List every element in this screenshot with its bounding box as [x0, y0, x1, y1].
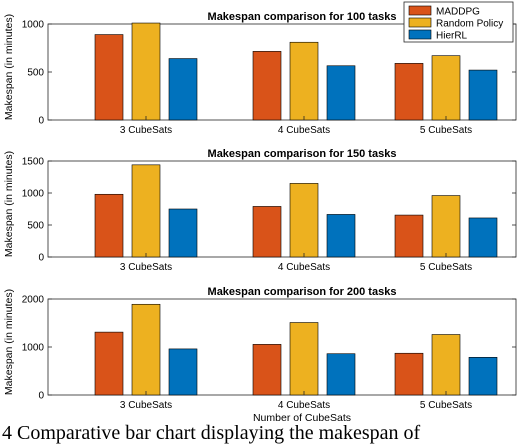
- y-axis-label: Makespan (in minutes): [3, 151, 15, 257]
- x-tick-label: 4 CubeSats: [278, 400, 330, 411]
- bar-random-policy: [289, 183, 319, 258]
- bar-random-policy: [131, 164, 161, 258]
- bar-hierrl: [468, 69, 498, 121]
- bar-maddpg: [94, 331, 124, 396]
- y-tick-label: 0: [38, 391, 44, 402]
- y-tick-label: 500: [27, 221, 44, 232]
- y-tick-label: 1000: [22, 343, 45, 354]
- x-tick-label: 3 CubeSats: [120, 262, 172, 273]
- x-tick-label: 4 CubeSats: [278, 262, 330, 273]
- x-tick-label: 3 CubeSats: [120, 125, 172, 136]
- x-tick-label: 3 CubeSats: [120, 400, 172, 411]
- y-tick-label: 1500: [22, 157, 45, 168]
- bar-random-policy: [289, 322, 319, 396]
- y-axis-label: Makespan (in minutes): [3, 289, 15, 395]
- bar-hierrl: [326, 65, 356, 121]
- bar-maddpg: [252, 206, 282, 258]
- chart-title: Makespan comparison for 200 tasks: [208, 286, 397, 298]
- bar-maddpg: [252, 344, 282, 396]
- bar-hierrl: [168, 58, 198, 121]
- legend-entry: Random Policy: [436, 19, 503, 30]
- bar-maddpg: [394, 214, 424, 258]
- bar-random-policy: [431, 334, 461, 396]
- bar-maddpg: [94, 193, 124, 258]
- bar-maddpg: [252, 51, 282, 121]
- y-tick-label: 1000: [22, 20, 45, 31]
- bar-hierrl: [468, 217, 498, 258]
- legend-entry: HierRL: [436, 31, 468, 42]
- figure-caption: 4 Comparative bar chart displaying the m…: [2, 422, 421, 444]
- y-axis-label: Makespan (in minutes): [3, 14, 15, 120]
- y-tick-label: 1000: [22, 189, 45, 200]
- plot-frame-2: [47, 160, 517, 258]
- bar-hierrl: [468, 357, 498, 396]
- bar-random-policy: [131, 22, 161, 121]
- bar-random-policy: [431, 195, 461, 258]
- y-tick-label: 0: [38, 116, 44, 127]
- bar-hierrl: [168, 208, 198, 258]
- bar-hierrl: [326, 214, 356, 258]
- y-tick-label: 500: [27, 68, 44, 79]
- x-tick-label: 5 CubeSats: [420, 400, 472, 411]
- bar-maddpg: [94, 34, 124, 121]
- legend-swatch-maddpg: [408, 5, 432, 16]
- bar-random-policy: [431, 55, 461, 121]
- legend-entry: MADDPG: [436, 7, 480, 18]
- legend-swatch-hierrl: [408, 29, 432, 40]
- x-tick-label: 5 CubeSats: [420, 125, 472, 136]
- bar-hierrl: [326, 353, 356, 396]
- x-tick-label: 5 CubeSats: [420, 262, 472, 273]
- bar-maddpg: [394, 352, 424, 396]
- bar-hierrl: [168, 348, 198, 396]
- y-tick-label: 2000: [22, 295, 45, 306]
- y-tick-label: 0: [38, 253, 44, 264]
- bar-maddpg: [394, 63, 424, 121]
- chart-title: Makespan comparison for 100 tasks: [208, 11, 397, 23]
- chart-title: Makespan comparison for 150 tasks: [208, 148, 397, 160]
- x-axis-label: Number of CubeSats: [253, 412, 351, 424]
- bar-random-policy: [289, 41, 319, 121]
- legend-swatch-random-policy: [408, 17, 432, 28]
- bar-random-policy: [131, 303, 161, 396]
- x-tick-label: 4 CubeSats: [278, 125, 330, 136]
